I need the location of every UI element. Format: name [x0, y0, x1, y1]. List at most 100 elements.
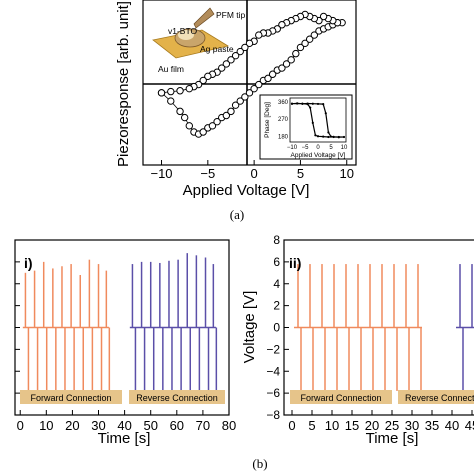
x-tick-label: 15 — [345, 418, 359, 433]
inset-plot-frame — [259, 94, 353, 160]
data-point — [227, 107, 235, 116]
x-tick-label: 30 — [91, 418, 105, 433]
x-tick-label: 0 — [251, 166, 258, 181]
data-point — [185, 84, 194, 93]
phase-point — [322, 103, 325, 106]
phase-point — [296, 102, 299, 105]
data-point — [287, 56, 295, 64]
x-tick-label: 10 — [340, 166, 354, 181]
pfm-tip-shape — [193, 7, 215, 29]
inset-y-tick-label: 360 — [278, 100, 289, 106]
data-point — [245, 39, 254, 48]
panel-b-i-x-axis-label: Time [s] — [98, 430, 151, 447]
panel-a-chart: −10 −5 0 5 10 Applied Voltage [V] Piezorespo… — [115, 0, 357, 199]
data-point — [167, 97, 175, 105]
phase-point — [316, 135, 320, 138]
data-point — [255, 80, 263, 89]
data-point — [167, 87, 175, 96]
data-point — [264, 74, 272, 83]
data-point — [278, 21, 286, 29]
panel-b-i-chart: 0 10 20 30 40 50 60 70 80 i) Forward Connection … — [14, 239, 236, 447]
reverse-connection-box-ii — [398, 390, 474, 404]
x-tick-label: 20 — [65, 418, 79, 433]
data-point — [227, 56, 235, 64]
panel-a-frame — [142, 0, 357, 166]
panel-b-i-pulses — [22, 253, 218, 401]
panel-b-ii-x-axis-label: Time [s] — [366, 430, 419, 447]
x-tick-label: 0 — [17, 418, 24, 433]
y-tick-label: −8 — [266, 408, 280, 422]
reverse-connection-label-ii: Reverse Connection — [405, 393, 474, 403]
x-tick-label: 0 — [288, 418, 295, 433]
phase-point — [327, 135, 330, 139]
data-point — [208, 122, 217, 130]
y-tick-label: −6 — [266, 386, 280, 400]
data-point — [310, 31, 319, 39]
data-point — [213, 117, 221, 126]
panel-b-i-label: i) — [24, 255, 33, 271]
data-point — [176, 107, 184, 116]
data-point — [282, 60, 291, 68]
y-tick-label: 8 — [273, 233, 280, 247]
phase-point — [314, 134, 317, 137]
panel-a-y-axis-label: Piezoresponse [arb. unit] — [115, 1, 132, 167]
data-point — [241, 43, 249, 52]
inset-x-tick-label: −10 — [287, 145, 298, 151]
inset-x-tick-label: 0 — [316, 145, 320, 151]
phase-point — [301, 102, 304, 105]
phase-point — [309, 106, 312, 109]
forward-connection-label-i: Forward Connection — [30, 393, 111, 403]
inset-photo-label-au-film: Au film — [158, 64, 184, 74]
x-tick-label: 20 — [365, 418, 379, 433]
phase-point — [337, 135, 340, 139]
x-tick-label: 70 — [196, 418, 210, 433]
phase-point — [324, 112, 327, 115]
data-point — [301, 39, 309, 48]
inset-phase-curve — [290, 102, 346, 139]
y-tick-label: 2 — [273, 299, 280, 313]
crystal-highlight-shape — [178, 30, 194, 40]
data-point — [231, 51, 240, 60]
caption-a: (a) — [230, 207, 244, 222]
x-tick-label: 80 — [222, 418, 236, 433]
inset-x-ticks: −10 −5 0 5 10 — [287, 145, 348, 151]
panel-a-x-ticks: −10 −5 0 5 10 — [150, 160, 354, 181]
panel-a-hysteresis-loop — [157, 10, 346, 138]
x-tick-label: −5 — [200, 166, 215, 181]
panel-b-i-x-ticks: 0 10 20 30 40 50 60 70 80 — [17, 410, 236, 433]
data-point — [204, 72, 212, 81]
phase-point — [342, 135, 346, 139]
data-point — [180, 113, 189, 122]
panel-a-x-axis-label: Applied Voltage [V] — [183, 182, 310, 199]
data-point — [278, 64, 286, 72]
data-point — [236, 47, 244, 56]
x-tick-label: 35 — [425, 418, 439, 433]
phase-point — [311, 121, 314, 124]
data-point — [222, 111, 231, 120]
inset-photo-label-bto: v1-BTO — [168, 26, 198, 36]
phase-point — [332, 135, 335, 138]
data-point — [185, 122, 194, 130]
data-point — [250, 84, 258, 93]
x-tick-label: 40 — [445, 418, 459, 433]
data-point — [236, 97, 244, 105]
caption-b: (b) — [252, 456, 267, 471]
x-tick-label: 10 — [325, 418, 339, 433]
phase-point — [322, 135, 325, 138]
inset-y-tick-label: 180 — [278, 134, 289, 140]
data-point — [218, 64, 226, 72]
inset-photo-label-ag-paste: Ag paste — [200, 44, 234, 54]
panel-b-ii-y-ticks: 8 6 4 2 0 −2 −4 −6 −8 — [266, 233, 289, 422]
inset-x-tick-label: 10 — [341, 145, 348, 151]
forward-connection-box-ii — [290, 390, 392, 404]
phase-point — [329, 135, 333, 138]
phase-point — [311, 102, 314, 105]
panel-b-ii-y-axis-label: Voltage [V] — [241, 291, 258, 364]
panel-b-ii-x-ticks: 05 10 15 20 25 30 35 40 45 — [288, 410, 474, 433]
y-tick-label: 0 — [273, 321, 280, 335]
phase-point — [327, 131, 330, 134]
inset-x-tick-label: −5 — [302, 145, 310, 151]
data-point — [231, 101, 240, 109]
data-point — [245, 89, 254, 97]
